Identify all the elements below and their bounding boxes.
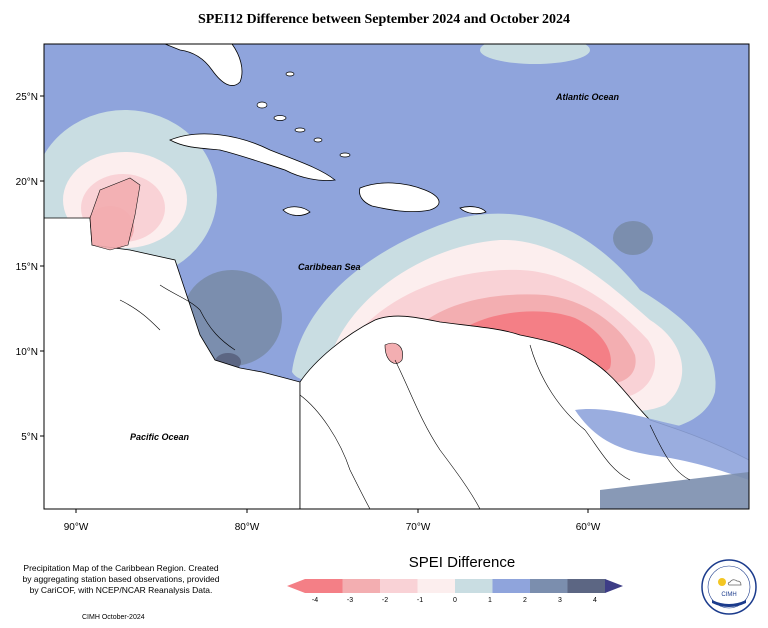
puerto-rico-land bbox=[459, 206, 487, 215]
lat-label: 15°N bbox=[16, 262, 38, 273]
legend-title: SPEI Difference bbox=[408, 554, 516, 571]
legend-swatch bbox=[492, 579, 531, 593]
legend-tick-label: 4 bbox=[593, 597, 597, 604]
legend-arrow-low bbox=[287, 579, 305, 593]
legend-tick-label: -1 bbox=[417, 597, 423, 604]
atlantic-ocean-label: Atlantic Ocean bbox=[555, 92, 620, 102]
lon-label: 90°W bbox=[64, 522, 89, 533]
lon-label: 80°W bbox=[235, 522, 260, 533]
legend-tick-label: -4 bbox=[312, 597, 318, 604]
map-description-note: Precipitation Map of the Caribbean Regio… bbox=[22, 563, 220, 595]
cimh-logo: CIMH bbox=[701, 559, 757, 615]
lon-label: 60°W bbox=[576, 522, 601, 533]
legend-tick-label: 0 bbox=[453, 597, 457, 604]
legend-tick-label: 1 bbox=[488, 597, 492, 604]
hispaniola-land bbox=[359, 182, 440, 213]
map-field bbox=[44, 44, 749, 509]
lat-label: 10°N bbox=[16, 347, 38, 358]
legend-swatch bbox=[342, 579, 381, 593]
credit-label: CIMH October-2024 bbox=[82, 614, 145, 621]
axis-ticks bbox=[40, 95, 589, 513]
lat-label: 5°N bbox=[21, 432, 38, 443]
legend-swatch bbox=[305, 579, 343, 593]
legend-swatch bbox=[567, 579, 606, 593]
sun-icon bbox=[718, 578, 726, 586]
lon-label: 70°W bbox=[406, 522, 431, 533]
legend-swatch bbox=[380, 579, 418, 593]
pacific-ocean-label: Pacific Ocean bbox=[130, 432, 190, 442]
legend-tick-label: 2 bbox=[523, 597, 527, 604]
legend-swatch bbox=[417, 579, 456, 593]
florida-land bbox=[164, 44, 243, 86]
legend-arrow-high bbox=[605, 579, 623, 593]
logo-text: CIMH bbox=[721, 592, 736, 598]
central-america-anomaly bbox=[182, 270, 282, 366]
lat-label: 25°N bbox=[16, 92, 38, 103]
legend-tick-label: -3 bbox=[347, 597, 353, 604]
legend-swatch bbox=[455, 579, 493, 593]
legend-tick-label: 3 bbox=[558, 597, 562, 604]
lat-label: 20°N bbox=[16, 177, 38, 188]
caribbean-sea-label: Caribbean Sea bbox=[298, 262, 361, 272]
map-title: SPEI12 Difference between September 2024… bbox=[197, 12, 571, 27]
cuba-land bbox=[169, 133, 336, 181]
map-frame bbox=[43, 43, 750, 510]
legend-colorbar bbox=[287, 579, 623, 593]
jamaica-land bbox=[282, 206, 311, 216]
legend-tick-label: -2 bbox=[382, 597, 388, 604]
cloud-icon bbox=[727, 579, 742, 586]
legend-swatch bbox=[530, 579, 568, 593]
